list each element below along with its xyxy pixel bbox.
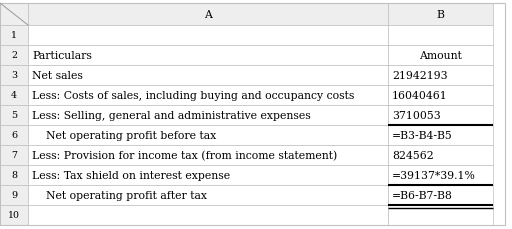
Bar bbox=[388, 145, 493, 165]
Bar bbox=[388, 46, 493, 66]
Text: Amount: Amount bbox=[419, 51, 462, 61]
Text: 6: 6 bbox=[11, 131, 17, 140]
Text: 2: 2 bbox=[11, 51, 17, 60]
Text: 21942193: 21942193 bbox=[392, 71, 447, 81]
Text: 824562: 824562 bbox=[392, 150, 434, 160]
Bar bbox=[28, 86, 388, 106]
Text: 7: 7 bbox=[11, 151, 17, 160]
Bar bbox=[0, 205, 28, 225]
Text: Less: Costs of sales, including buying and occupancy costs: Less: Costs of sales, including buying a… bbox=[32, 91, 354, 101]
Bar bbox=[28, 66, 388, 86]
Bar bbox=[0, 106, 28, 125]
Text: B: B bbox=[437, 10, 444, 20]
Text: 10: 10 bbox=[8, 211, 20, 220]
Bar bbox=[0, 125, 28, 145]
Bar bbox=[28, 145, 388, 165]
Text: A: A bbox=[204, 10, 212, 20]
Bar bbox=[0, 66, 28, 86]
Bar bbox=[0, 4, 28, 26]
Bar bbox=[388, 26, 493, 46]
Text: Less: Provision for income tax (from income statement): Less: Provision for income tax (from inc… bbox=[32, 150, 337, 161]
Bar bbox=[28, 185, 388, 205]
Bar bbox=[0, 26, 28, 46]
Bar bbox=[28, 26, 388, 46]
Bar bbox=[388, 86, 493, 106]
Text: Less: Tax shield on interest expense: Less: Tax shield on interest expense bbox=[32, 170, 230, 180]
Bar bbox=[388, 205, 493, 225]
Text: Net operating profit before tax: Net operating profit before tax bbox=[32, 131, 216, 140]
Bar bbox=[388, 106, 493, 125]
Text: Particulars: Particulars bbox=[32, 51, 92, 61]
Bar bbox=[0, 46, 28, 66]
Text: 3: 3 bbox=[11, 71, 17, 80]
Text: =B3-B4-B5: =B3-B4-B5 bbox=[392, 131, 453, 140]
Text: =B6-B7-B8: =B6-B7-B8 bbox=[392, 190, 453, 200]
Bar bbox=[28, 46, 388, 66]
Text: 3710053: 3710053 bbox=[392, 111, 441, 120]
Bar bbox=[28, 4, 388, 26]
Text: 1: 1 bbox=[11, 31, 17, 40]
Text: 9: 9 bbox=[11, 191, 17, 200]
Text: Less: Selling, general and administrative expenses: Less: Selling, general and administrativ… bbox=[32, 111, 311, 120]
Bar bbox=[388, 66, 493, 86]
Bar bbox=[0, 86, 28, 106]
Bar bbox=[28, 125, 388, 145]
Bar bbox=[388, 4, 493, 26]
Bar bbox=[388, 125, 493, 145]
Bar bbox=[388, 185, 493, 205]
Text: Net operating profit after tax: Net operating profit after tax bbox=[32, 190, 207, 200]
Text: 16040461: 16040461 bbox=[392, 91, 448, 101]
Text: 8: 8 bbox=[11, 171, 17, 180]
Text: 4: 4 bbox=[11, 91, 17, 100]
Bar bbox=[0, 185, 28, 205]
Bar bbox=[28, 165, 388, 185]
Bar bbox=[28, 205, 388, 225]
Bar bbox=[28, 106, 388, 125]
Text: 5: 5 bbox=[11, 111, 17, 120]
Text: Net sales: Net sales bbox=[32, 71, 83, 81]
Bar bbox=[0, 145, 28, 165]
Bar bbox=[388, 165, 493, 185]
Text: =39137*39.1%: =39137*39.1% bbox=[392, 170, 476, 180]
Bar bbox=[0, 165, 28, 185]
